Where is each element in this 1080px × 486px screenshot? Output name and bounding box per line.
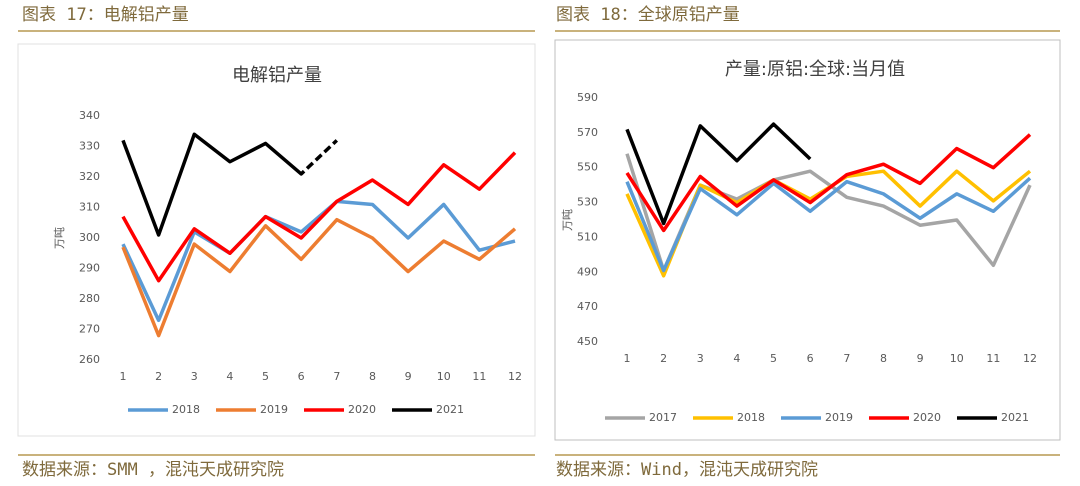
y-tick-label: 260 xyxy=(79,353,100,366)
series-line xyxy=(625,122,812,226)
y-tick-label: 310 xyxy=(79,201,100,214)
y-tick-label: 270 xyxy=(79,323,100,336)
y-tick-label: 280 xyxy=(79,292,100,305)
y-tick-label: 590 xyxy=(577,91,598,104)
y-tick-label: 490 xyxy=(577,265,598,278)
x-tick-label: 9 xyxy=(917,352,924,365)
legend-label: 2017 xyxy=(649,411,677,424)
dash-gap xyxy=(299,138,339,176)
x-tick-label: 7 xyxy=(333,370,340,383)
y-tick-label: 470 xyxy=(577,300,598,313)
x-tick-label: 10 xyxy=(437,370,451,383)
x-tick-label: 8 xyxy=(880,352,887,365)
x-tick-label: 12 xyxy=(508,370,522,383)
series-line xyxy=(625,176,1032,273)
y-tick-label: 330 xyxy=(79,140,100,153)
x-tick-label: 4 xyxy=(226,370,233,383)
y-tick-label: 550 xyxy=(577,161,598,174)
y-tick-label: 290 xyxy=(79,262,100,275)
legend-label: 2018 xyxy=(737,411,765,424)
x-tick-label: 10 xyxy=(950,352,964,365)
series-line xyxy=(121,132,339,237)
x-tick-label: 3 xyxy=(697,352,704,365)
chart-frame xyxy=(554,39,1061,441)
y-tick-label: 320 xyxy=(79,170,100,183)
x-tick-label: 6 xyxy=(298,370,305,383)
x-tick-label: 9 xyxy=(405,370,412,383)
series-line xyxy=(121,199,516,323)
legend-label: 2020 xyxy=(348,403,376,416)
caption: 图表 18：全球原铝产量 xyxy=(556,5,740,25)
x-tick-label: 6 xyxy=(807,352,814,365)
legend-label: 2020 xyxy=(913,411,941,424)
x-tick-label: 5 xyxy=(770,352,777,365)
x-tick-label: 11 xyxy=(472,370,486,383)
chart-title: 电解铝产量 xyxy=(232,65,322,86)
series-line xyxy=(121,217,517,338)
legend-label: 2021 xyxy=(1001,411,1029,424)
source: 数据来源：SMM ，混沌天成研究院 xyxy=(22,460,284,480)
series-line xyxy=(625,153,1032,273)
x-tick-label: 2 xyxy=(660,352,667,365)
series-line xyxy=(625,133,1032,233)
x-tick-label: 1 xyxy=(624,352,631,365)
y-axis-label: 万吨 xyxy=(561,209,574,231)
y-tick-label: 340 xyxy=(79,109,100,122)
x-tick-label: 7 xyxy=(843,352,850,365)
series-line xyxy=(121,151,517,283)
x-tick-label: 2 xyxy=(155,370,162,383)
x-tick-label: 5 xyxy=(262,370,269,383)
y-tick-label: 450 xyxy=(577,335,598,348)
x-tick-label: 3 xyxy=(191,370,198,383)
chart-frame xyxy=(17,43,536,437)
y-tick-label: 300 xyxy=(79,231,100,244)
y-tick-label: 570 xyxy=(577,126,598,139)
caption: 图表 17：电解铝产量 xyxy=(22,5,189,25)
legend-label: 2019 xyxy=(825,411,853,424)
y-tick-label: 510 xyxy=(577,230,598,243)
x-tick-label: 4 xyxy=(733,352,740,365)
legend-label: 2021 xyxy=(436,403,464,416)
y-axis-label: 万吨 xyxy=(53,227,66,249)
source: 数据来源：Wind，混沌天成研究院 xyxy=(556,460,818,480)
x-tick-label: 11 xyxy=(986,352,1000,365)
x-tick-label: 12 xyxy=(1023,352,1037,365)
legend-label: 2018 xyxy=(172,403,200,416)
x-tick-label: 8 xyxy=(369,370,376,383)
chart-title: 产量:原铝:全球:当月值 xyxy=(725,59,905,80)
y-tick-label: 530 xyxy=(577,196,598,209)
legend-label: 2019 xyxy=(260,403,288,416)
x-tick-label: 1 xyxy=(120,370,127,383)
